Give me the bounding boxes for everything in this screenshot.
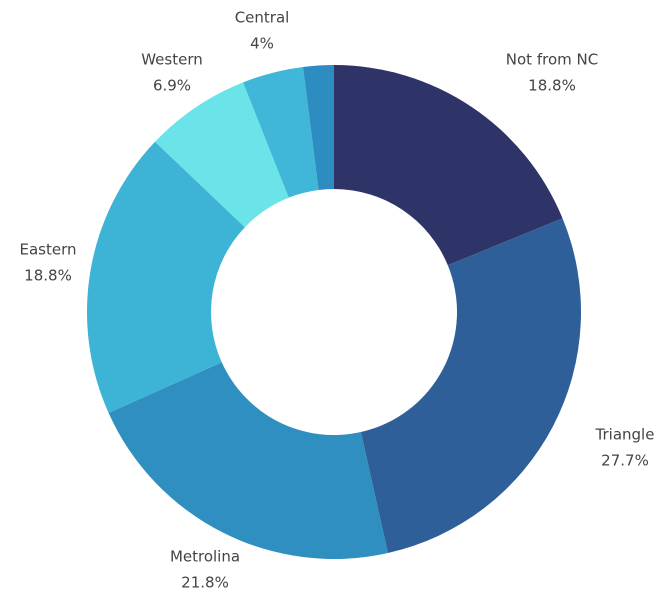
donut-slice xyxy=(108,362,388,559)
slice-value-label: 27.7% xyxy=(601,452,649,470)
donut-slice xyxy=(334,65,563,266)
donut-slice xyxy=(360,218,581,554)
slice-label: Not from NC xyxy=(506,51,598,69)
slice-label: Eastern xyxy=(19,241,76,259)
slice-value-label: 4% xyxy=(250,35,274,53)
donut-slice xyxy=(303,65,334,190)
slice-value-label: 21.8% xyxy=(181,574,229,592)
donut-slice xyxy=(243,66,319,198)
slice-label: Western xyxy=(141,51,203,69)
slice-label: Metrolina xyxy=(170,548,240,566)
donut-slice xyxy=(87,141,245,413)
slice-value-label: 6.9% xyxy=(153,77,191,95)
slice-value-label: 18.8% xyxy=(24,267,72,285)
slice-label: Triangle xyxy=(595,426,655,444)
donut-slice xyxy=(155,82,289,228)
slice-value-label: 18.8% xyxy=(528,77,576,95)
slice-label: Central xyxy=(235,9,290,27)
